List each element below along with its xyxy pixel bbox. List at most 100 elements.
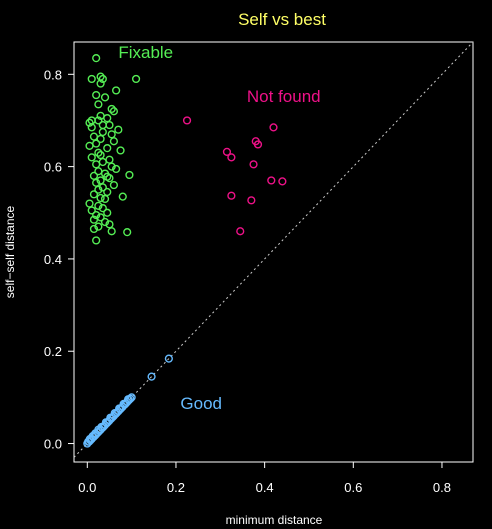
annotations-layer: Fixable Not found Good bbox=[118, 43, 320, 413]
data-point bbox=[94, 222, 103, 231]
data-point bbox=[94, 116, 103, 125]
data-point bbox=[253, 140, 263, 149]
data-point bbox=[98, 127, 107, 137]
points-layer bbox=[83, 54, 287, 448]
data-point bbox=[101, 418, 111, 427]
data-point bbox=[164, 354, 173, 363]
data-point bbox=[114, 125, 123, 134]
data-point bbox=[109, 137, 119, 146]
data-point bbox=[96, 79, 105, 88]
data-point bbox=[92, 139, 101, 148]
data-point bbox=[89, 215, 99, 224]
data-point bbox=[92, 90, 101, 100]
data-point bbox=[89, 224, 99, 234]
data-point bbox=[98, 74, 107, 84]
data-point bbox=[115, 404, 124, 413]
series-not-found bbox=[182, 116, 287, 236]
data-point bbox=[103, 208, 112, 217]
data-point bbox=[103, 144, 112, 153]
data-point bbox=[125, 170, 134, 180]
data-point bbox=[119, 399, 128, 408]
data-point bbox=[94, 100, 103, 109]
data-point bbox=[249, 160, 258, 169]
data-point bbox=[92, 54, 101, 63]
data-point bbox=[267, 176, 276, 185]
x-tick-label: 0.0 bbox=[78, 480, 96, 495]
data-point bbox=[269, 123, 278, 132]
annotation-good: Good bbox=[180, 394, 222, 413]
data-point bbox=[92, 210, 101, 220]
data-point bbox=[89, 132, 99, 141]
data-point bbox=[109, 180, 119, 190]
data-point bbox=[107, 162, 116, 171]
data-point bbox=[85, 118, 94, 127]
data-point bbox=[112, 86, 121, 95]
y-tick-label: 0.6 bbox=[44, 160, 62, 175]
data-point bbox=[222, 147, 232, 156]
data-point bbox=[96, 134, 105, 144]
data-point bbox=[103, 187, 112, 197]
data-point bbox=[96, 193, 105, 203]
data-point bbox=[92, 178, 101, 187]
data-point bbox=[98, 120, 107, 130]
data-point bbox=[96, 176, 105, 185]
data-point bbox=[98, 157, 107, 167]
y-axis: 0.0 0.2 0.4 0.6 0.8 bbox=[44, 67, 74, 452]
data-point bbox=[94, 185, 103, 194]
annotation-fixable: Fixable bbox=[118, 43, 173, 62]
data-point bbox=[85, 141, 94, 150]
data-point bbox=[227, 153, 236, 162]
data-point bbox=[107, 227, 116, 236]
data-point bbox=[100, 217, 110, 227]
reference-line bbox=[73, 41, 474, 458]
data-point bbox=[96, 150, 105, 160]
data-point bbox=[131, 74, 141, 84]
data-point bbox=[112, 164, 121, 174]
data-point bbox=[85, 199, 94, 208]
y-tick-label: 0.0 bbox=[44, 437, 62, 452]
data-point bbox=[116, 146, 125, 155]
annotation-not-found: Not found bbox=[247, 87, 321, 106]
x-axis-title: minimum distance bbox=[226, 513, 323, 527]
data-point bbox=[107, 130, 116, 139]
data-point bbox=[118, 192, 127, 201]
data-point bbox=[227, 191, 236, 200]
data-point bbox=[87, 206, 96, 215]
data-point bbox=[236, 227, 245, 236]
x-axis: 0.0 0.2 0.4 0.6 0.8 bbox=[78, 462, 451, 495]
data-point bbox=[123, 395, 133, 404]
y-axis-title: self−self distance bbox=[3, 205, 17, 298]
data-point bbox=[106, 413, 115, 422]
data-point bbox=[87, 153, 96, 162]
data-point bbox=[87, 123, 96, 132]
data-point bbox=[247, 196, 256, 205]
data-point bbox=[100, 194, 110, 204]
data-point bbox=[109, 107, 119, 116]
data-point bbox=[87, 74, 96, 84]
series-good bbox=[83, 354, 173, 448]
data-point bbox=[107, 104, 116, 114]
data-point bbox=[105, 120, 114, 130]
data-point bbox=[94, 148, 103, 157]
y-tick-label: 0.8 bbox=[44, 67, 62, 82]
data-point bbox=[182, 116, 192, 125]
data-point bbox=[100, 93, 110, 102]
data-point bbox=[105, 220, 114, 229]
x-tick-label: 0.6 bbox=[344, 480, 362, 495]
data-point bbox=[105, 155, 114, 164]
data-point bbox=[92, 160, 101, 169]
data-point bbox=[92, 236, 101, 245]
x-tick-label: 0.8 bbox=[433, 480, 451, 495]
data-point bbox=[98, 183, 107, 192]
x-tick-label: 0.2 bbox=[167, 480, 185, 495]
data-point bbox=[105, 174, 114, 183]
data-point bbox=[89, 171, 99, 180]
x-tick-label: 0.4 bbox=[256, 480, 274, 495]
series-fixable bbox=[85, 54, 141, 245]
chart-title: Self vs best bbox=[238, 10, 326, 29]
reference-line-layer bbox=[73, 41, 474, 458]
data-point bbox=[89, 190, 99, 199]
data-point bbox=[97, 422, 106, 432]
y-tick-label: 0.2 bbox=[44, 344, 62, 359]
